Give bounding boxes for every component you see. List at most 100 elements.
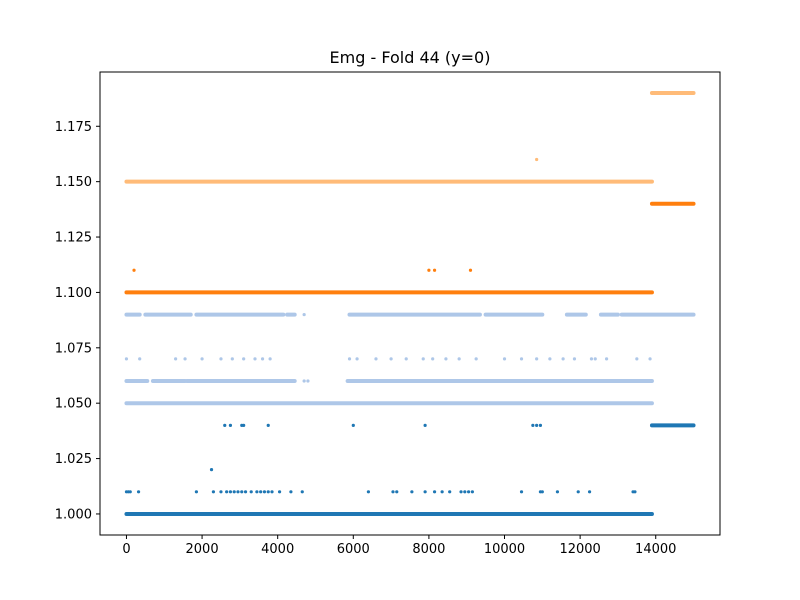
scatter-point [236,490,240,494]
scatter-point [138,357,142,361]
scatter-point [633,490,637,494]
scatter-point [211,490,216,494]
x-tick-label: 2000 [186,542,219,557]
scatter-point [289,490,293,494]
scatter-point [576,490,580,494]
scatter-point [366,490,371,494]
scatter-point [468,268,473,272]
scatter-point [124,357,129,361]
scatter-series-2 [124,312,696,406]
scatter-point [538,423,543,427]
scatter-point [604,357,609,361]
chart-title: Emg - Fold 44 (y=0) [330,48,491,67]
scatter-point [128,490,132,494]
scatter-point [474,357,478,361]
scatter-point [540,490,544,494]
scatter-point [410,490,414,494]
y-tick-label: 1.050 [55,397,92,412]
scatter-point [209,468,214,472]
x-tick-label: 12000 [559,542,600,557]
scatter-point [228,490,233,494]
scatter-point [225,490,229,494]
scatter-point [260,357,265,361]
scatter-point [395,490,399,494]
scatter-point [242,423,246,427]
scatter-point [306,379,310,383]
scatter-point [423,490,427,494]
scatter-point [347,357,352,361]
y-tick-label: 1.100 [55,286,92,301]
scatter-point [374,357,378,361]
scatter-point [463,490,467,494]
y-tick-label: 1.075 [55,341,92,356]
scatter-point [444,357,448,361]
x-tick-label: 8000 [412,542,445,557]
scatter-point [648,357,652,361]
scatter-point [535,423,539,427]
scatter-point [223,423,227,427]
scatter-point [519,490,524,494]
scatter-point [404,357,408,361]
scatter-point [589,357,594,361]
scatter-point [219,357,223,361]
scatter-point [389,357,393,361]
scatter-point [355,357,359,361]
scatter-point [174,357,178,361]
scatter-point [240,490,244,494]
y-tick-label: 1.150 [55,175,92,190]
y-tick-label: 1.125 [55,231,92,246]
scatter-point [432,268,437,272]
scatter-point [427,268,431,272]
scatter-point [302,379,306,383]
scatter-point [593,357,597,361]
x-tick-label: 0 [122,542,130,557]
scatter-point [548,357,552,361]
scatter-point [421,357,425,361]
scatter-point [635,357,639,361]
scatter-point [266,423,270,427]
scatter-point [561,357,565,361]
scatter-point [136,490,141,494]
scatter-point [232,490,236,494]
axes-frame [99,71,721,536]
x-tick-label: 6000 [337,542,370,557]
scatter-point [432,490,437,494]
y-tick-label: 1.175 [55,120,92,135]
x-tick-label: 14000 [635,542,676,557]
scatter-point [555,490,560,494]
scatter-series-4 [124,91,696,184]
scatter-point [535,357,539,361]
scatter-point [219,490,223,494]
scatter-point [255,490,259,494]
scatter-point [531,423,535,427]
axes: 0 2000 4000 6000 8000 10000 12000 14000 1.000 1.0… [55,71,721,557]
scatter-point [459,490,463,494]
plot-area [100,72,720,535]
scatter-point [572,357,577,361]
scatter-point [502,357,507,361]
scatter-point [519,357,524,361]
scatter-series-1 [124,423,696,516]
scatter-point [300,490,304,494]
scatter-point [183,357,187,361]
scatter-point [253,357,257,361]
scatter-point [440,490,444,494]
scatter-point [587,490,592,494]
scatter-point [351,423,355,427]
x-tick-label: 10000 [484,542,525,557]
scatter-point [423,423,427,427]
scatter-point [270,490,274,494]
scatter-point [194,490,199,494]
scatter-point [266,490,270,494]
scatter-point [243,490,248,494]
scatter-point [535,157,539,162]
y-tick-label: 1.000 [55,507,92,522]
scatter-point [431,357,435,361]
scatter-point [457,357,461,361]
scatter-point [391,490,395,494]
scatter-point [277,490,282,494]
x-tick-label: 4000 [261,542,294,557]
scatter-point [200,357,204,361]
scatter-point [302,312,306,317]
